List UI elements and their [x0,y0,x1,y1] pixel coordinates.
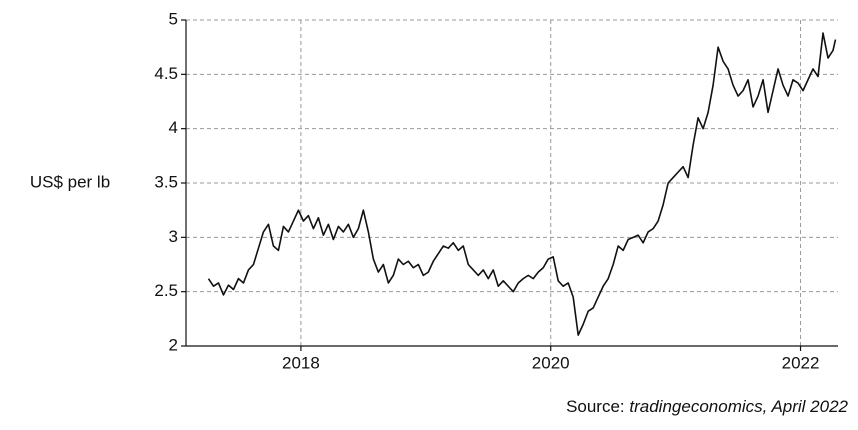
price-line [207,32,837,336]
y-tick-label: 3 [169,227,178,246]
y-tick-label: 5 [169,9,178,28]
y-tick-label: 2 [169,335,178,354]
source-text: tradingeconomics, April 2022 [629,397,848,416]
source-note: Source: tradingeconomics, April 2022 [566,397,848,416]
x-tick-label: 2020 [532,353,570,372]
y-tick-label: 3.5 [154,172,178,191]
x-tick-label: 2022 [782,353,820,372]
y-axis-label: US$ per lb [30,172,110,191]
x-tick-label: 2018 [282,353,320,372]
source-label: Source: [566,397,625,416]
y-tick-label: 4 [169,118,178,137]
y-tick-label: 4.5 [154,64,178,83]
y-tick-label: 2.5 [154,281,178,300]
